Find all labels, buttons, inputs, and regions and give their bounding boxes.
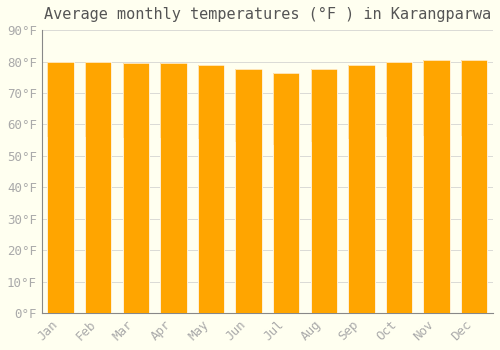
Bar bbox=[236, 69, 262, 313]
Bar bbox=[122, 63, 149, 313]
Bar bbox=[310, 69, 337, 313]
FancyBboxPatch shape bbox=[461, 60, 487, 136]
FancyBboxPatch shape bbox=[236, 69, 262, 313]
FancyBboxPatch shape bbox=[122, 63, 149, 138]
FancyBboxPatch shape bbox=[348, 65, 374, 313]
FancyBboxPatch shape bbox=[236, 69, 262, 142]
FancyBboxPatch shape bbox=[310, 69, 337, 313]
Bar bbox=[461, 60, 487, 313]
FancyBboxPatch shape bbox=[386, 62, 412, 313]
FancyBboxPatch shape bbox=[198, 65, 224, 139]
FancyBboxPatch shape bbox=[273, 72, 299, 313]
Bar bbox=[273, 72, 299, 313]
Bar bbox=[160, 63, 186, 313]
FancyBboxPatch shape bbox=[160, 63, 186, 138]
FancyBboxPatch shape bbox=[461, 60, 487, 313]
FancyBboxPatch shape bbox=[348, 65, 374, 139]
FancyBboxPatch shape bbox=[48, 62, 74, 137]
Bar bbox=[386, 62, 412, 313]
Bar bbox=[198, 65, 224, 313]
Bar bbox=[348, 65, 374, 313]
FancyBboxPatch shape bbox=[48, 62, 74, 313]
Bar bbox=[424, 60, 450, 313]
FancyBboxPatch shape bbox=[198, 65, 224, 313]
Bar bbox=[85, 62, 112, 313]
FancyBboxPatch shape bbox=[424, 60, 450, 313]
FancyBboxPatch shape bbox=[85, 62, 112, 313]
Title: Average monthly temperatures (°F ) in Karangparwa: Average monthly temperatures (°F ) in Ka… bbox=[44, 7, 491, 22]
FancyBboxPatch shape bbox=[424, 60, 450, 136]
FancyBboxPatch shape bbox=[85, 62, 112, 137]
FancyBboxPatch shape bbox=[273, 72, 299, 145]
FancyBboxPatch shape bbox=[386, 62, 412, 137]
FancyBboxPatch shape bbox=[310, 69, 337, 142]
FancyBboxPatch shape bbox=[122, 63, 149, 313]
Bar bbox=[48, 62, 74, 313]
FancyBboxPatch shape bbox=[160, 63, 186, 313]
